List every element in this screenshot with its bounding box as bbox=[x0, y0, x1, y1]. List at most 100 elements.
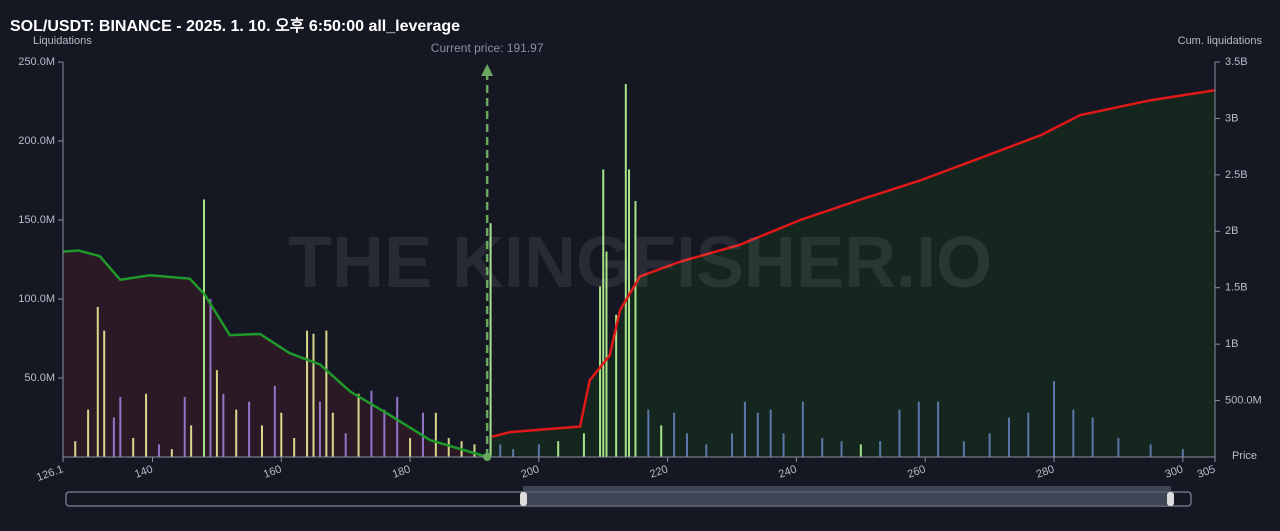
liquidation-bar bbox=[260, 425, 263, 457]
liquidation-bar bbox=[132, 438, 135, 457]
cum-line bbox=[491, 88, 1216, 438]
liquidation-bar bbox=[962, 441, 965, 457]
liquidation-bar bbox=[605, 251, 608, 457]
liquidation-bar bbox=[293, 438, 296, 457]
liquidation-bar bbox=[1027, 412, 1030, 457]
y2-tick-label: 1B bbox=[1225, 338, 1238, 350]
y2-axis-label: Cum. liquidations bbox=[1178, 35, 1263, 47]
x-tick-label: 180 bbox=[391, 463, 412, 481]
liquidation-bar bbox=[512, 449, 515, 457]
liquidation-bar bbox=[599, 286, 602, 457]
liquidation-bar bbox=[409, 438, 412, 457]
y-axis-label: Liquidations bbox=[33, 35, 92, 47]
liquidation-bar bbox=[859, 444, 862, 457]
liquidation-bar bbox=[731, 433, 734, 457]
y-tick-label: 100.0M bbox=[18, 293, 55, 305]
liquidation-bar bbox=[357, 393, 360, 457]
x-tick-label: 280 bbox=[1035, 463, 1056, 481]
cum-area bbox=[491, 90, 1215, 457]
y-tick-label: 150.0M bbox=[18, 214, 55, 226]
liquidation-bar bbox=[280, 412, 283, 457]
x-tick-label: 305 bbox=[1196, 463, 1217, 481]
current-price-arrow bbox=[481, 64, 494, 76]
y2-tick-label: 500.0M bbox=[1225, 394, 1262, 406]
liquidation-bar bbox=[615, 314, 618, 457]
y-tick-label: 200.0M bbox=[18, 135, 55, 147]
liquidation-bar bbox=[634, 201, 637, 457]
liquidation-bar bbox=[705, 444, 708, 457]
liquidation-bar bbox=[1053, 381, 1056, 457]
liquidation-bar bbox=[821, 438, 824, 457]
liquidation-bar bbox=[119, 396, 122, 457]
scrollbar[interactable] bbox=[65, 486, 1192, 507]
liquidation-bar bbox=[1007, 417, 1010, 457]
current-price-dot bbox=[483, 453, 492, 461]
liquidation-bar bbox=[473, 444, 476, 457]
liquidation-bar bbox=[660, 425, 663, 457]
liquidation-bar bbox=[582, 433, 585, 457]
liquidation-bar bbox=[215, 370, 218, 457]
liquidation-bar bbox=[183, 396, 186, 457]
x-tick-label: 260 bbox=[906, 463, 927, 481]
liquidation-bar bbox=[273, 385, 276, 457]
x-tick-label: 200 bbox=[520, 463, 541, 481]
liquidation-bar bbox=[743, 401, 746, 457]
liquidation-bar bbox=[248, 401, 251, 457]
liquidation-bar bbox=[840, 441, 843, 457]
liquidation-bar bbox=[756, 412, 759, 457]
liquidation-bar bbox=[170, 449, 173, 457]
liquidation-bar bbox=[74, 441, 77, 457]
liquidation-bar bbox=[1117, 438, 1120, 457]
liquidation-bar bbox=[602, 169, 605, 457]
cum-line bbox=[62, 249, 488, 459]
x-tick-label: 240 bbox=[777, 463, 798, 481]
liquidation-bar bbox=[782, 433, 785, 457]
liquidation-bar bbox=[537, 444, 540, 457]
liquidation-bar bbox=[489, 223, 492, 457]
liquidation-bar bbox=[312, 333, 315, 457]
liquidation-bar bbox=[209, 299, 212, 457]
liquidation-bar bbox=[879, 441, 882, 457]
scroll-window[interactable] bbox=[523, 486, 1171, 506]
liquidation-bar bbox=[325, 330, 328, 457]
y2-tick-label: 2.5B bbox=[1225, 169, 1248, 181]
scroll-handle[interactable] bbox=[1167, 492, 1174, 506]
liquidation-bar bbox=[499, 444, 502, 457]
liquidation-bar bbox=[898, 409, 901, 457]
liquidation-bar bbox=[103, 330, 106, 457]
y2-tick-label: 3.5B bbox=[1225, 56, 1248, 68]
liquidation-bar bbox=[306, 330, 309, 457]
liquidation-bar bbox=[1072, 409, 1075, 457]
y-tick-label: 250.0M bbox=[18, 56, 55, 68]
y-tick-label: 50.0M bbox=[24, 372, 55, 384]
liquidation-bar bbox=[370, 390, 373, 457]
liquidation-bar bbox=[1149, 444, 1152, 457]
liquidation-bar bbox=[235, 409, 238, 457]
watermark: THE KINGFISHER.IO bbox=[288, 223, 992, 303]
liquidation-bar bbox=[628, 169, 631, 457]
liquidation-bar bbox=[396, 396, 399, 457]
liquidation-bar bbox=[203, 199, 206, 457]
liquidation-bar bbox=[145, 393, 148, 457]
liquidation-bar bbox=[624, 84, 627, 458]
scroll-handle[interactable] bbox=[520, 492, 527, 506]
liquidation-bar bbox=[647, 409, 650, 457]
liquidation-bar bbox=[87, 409, 90, 457]
chart-title: SOL/USDT: BINANCE - 2025. 1. 10. 오후 6:50… bbox=[10, 16, 460, 35]
liquidation-bar bbox=[112, 417, 115, 457]
x-tick-label: 160 bbox=[262, 463, 283, 481]
liquidation-bar bbox=[383, 409, 386, 457]
liquidation-bar bbox=[222, 393, 225, 457]
liquidation-bar bbox=[769, 409, 772, 457]
liquidation-bar bbox=[937, 401, 940, 457]
x-tick-label: 220 bbox=[648, 463, 669, 481]
liquidation-bar bbox=[190, 425, 193, 457]
liquidation-bar bbox=[557, 441, 560, 457]
liquidation-bar bbox=[988, 433, 991, 457]
liquidation-bar bbox=[1091, 417, 1094, 457]
liquidation-bar bbox=[157, 444, 160, 457]
x-axis-label: Price bbox=[1232, 450, 1257, 462]
liquidation-bar bbox=[673, 412, 676, 457]
liquidation-bar bbox=[1181, 449, 1184, 457]
